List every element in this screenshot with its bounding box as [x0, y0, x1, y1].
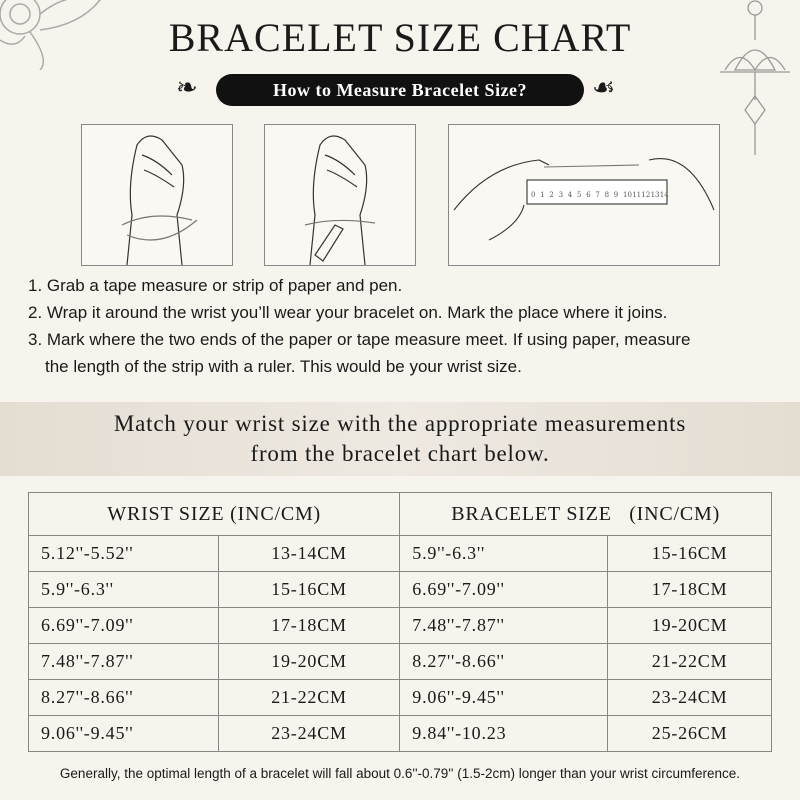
step-3: 3. Mark where the two ends of the paper … [28, 330, 691, 349]
page-title: BRACELET SIZE CHART [168, 15, 632, 60]
ruler-number: 3 [559, 191, 563, 199]
ruler-number: 6 [586, 191, 591, 199]
ruler-number: 10 [623, 191, 632, 199]
wrist-inches-cell: 5.12''-5.52'' [28, 535, 219, 572]
wrist-inches-cell: 9.06''-9.45'' [28, 715, 219, 752]
ruler-number: 14 [660, 191, 669, 199]
table-row: 5.9''-6.3'' 15-16CM 6.69''-7.09'' 17-18CM [28, 571, 772, 608]
step-1: 1. Grab a tape measure or strip of paper… [28, 276, 403, 295]
wrist-cm-cell: 15-16CM [217, 571, 401, 608]
wrist-cm-cell: 21-22CM [217, 679, 401, 716]
match-text-line-1: Match your wrist size with the appropria… [113, 411, 687, 436]
ruler-number: 0 [531, 191, 535, 199]
ruler-number: 4 [568, 191, 573, 199]
ruler-number: 2 [549, 191, 553, 199]
wrist-inches-cell: 8.27''-8.66'' [28, 679, 219, 716]
instructions-list: 1. Grab a tape measure or strip of paper… [28, 272, 690, 380]
hands-ruler-icon: 0 1 2 3 4 5 6 7 8 9 10 11 12 13 14 [453, 158, 715, 241]
bracelet-cm-cell: 23-24CM [607, 679, 772, 716]
bracelet-cm-cell: 25-26CM [607, 715, 772, 752]
ruler-number: 7 [595, 191, 599, 199]
size-table: WRIST SIZE (INC/CM) BRACELET SIZE (INC/C… [27, 492, 772, 752]
step-3-continued: the length of the strip with a ruler. Th… [45, 357, 522, 376]
table-row: 6.69''-7.09'' 17-18CM 7.48''-7.87'' 19-20CM [28, 607, 772, 644]
ruler-number: 1 [540, 191, 544, 199]
bracelet-inches-cell: 5.9''-6.3'' [399, 535, 609, 572]
illustration-mark-pen [264, 124, 416, 266]
ruler-number: 12 [641, 191, 650, 199]
match-text-line-2: from the bracelet chart below. [250, 441, 550, 466]
ruler-number: 8 [605, 191, 609, 199]
footnote: Generally, the optimal length of a brace… [59, 766, 741, 781]
hand-pen-icon [304, 135, 376, 266]
swirl-left-icon: ❧ [176, 73, 198, 103]
ruler-number: 9 [614, 191, 618, 199]
wrist-size-header: WRIST SIZE (INC/CM) [27, 492, 401, 536]
wrist-cm-cell: 19-20CM [217, 643, 401, 680]
table-header-row: WRIST SIZE (INC/CM) BRACELET SIZE (INC/C… [27, 492, 772, 536]
lotus-hanging-decoration [720, 0, 790, 155]
mandala-corner-decoration [0, 0, 101, 70]
bracelet-inches-cell: 9.84''-10.23 [399, 715, 609, 752]
hand-tape-icon [121, 135, 198, 266]
subtitle-pill: How to Measure Bracelet Size? [216, 74, 584, 106]
swirl-right-icon: ☙ [592, 73, 616, 103]
bracelet-size-header: BRACELET SIZE (INC/CM) [399, 492, 772, 536]
table-row: 8.27''-8.66'' 21-22CM 9.06''-9.45'' 23-24CM [28, 679, 772, 716]
ruler-number: 5 [577, 191, 581, 199]
table-row: 9.06''-9.45'' 23-24CM 9.84''-10.23 25-26CM [28, 715, 772, 752]
ruler-number: 11 [632, 191, 641, 199]
bracelet-cm-cell: 15-16CM [607, 535, 772, 572]
bracelet-inches-cell: 9.06''-9.45'' [399, 679, 609, 716]
wrist-inches-cell: 7.48''-7.87'' [28, 643, 219, 680]
step-2: 2. Wrap it around the wrist you’ll wear … [28, 303, 668, 322]
table-row: 7.48''-7.87'' 19-20CM 8.27''-8.66'' 21-22CM [28, 643, 772, 680]
ruler-number: 13 [651, 191, 660, 199]
bracelet-cm-cell: 21-22CM [607, 643, 772, 680]
table-row: 5.12''-5.52'' 13-14CM 5.9''-6.3'' 15-16CM [28, 535, 772, 572]
illustration-wrap-tape [81, 124, 233, 266]
wrist-inches-cell: 5.9''-6.3'' [28, 571, 219, 608]
bracelet-cm-cell: 19-20CM [607, 607, 772, 644]
ruler-numbers: 0 1 2 3 4 5 6 7 8 9 10 11 12 13 14 [531, 191, 669, 199]
illustration-ruler: 0 1 2 3 4 5 6 7 8 9 10 11 12 13 14 [448, 124, 720, 266]
bracelet-inches-cell: 6.69''-7.09'' [399, 571, 609, 608]
bracelet-inches-cell: 8.27''-8.66'' [399, 643, 609, 680]
wrist-cm-cell: 23-24CM [217, 715, 401, 752]
match-banner: Match your wrist size with the appropria… [0, 402, 800, 476]
wrist-cm-cell: 13-14CM [217, 535, 401, 572]
bracelet-inches-cell: 7.48''-7.87'' [399, 607, 609, 644]
bracelet-cm-cell: 17-18CM [607, 571, 772, 608]
wrist-inches-cell: 6.69''-7.09'' [28, 607, 219, 644]
wrist-cm-cell: 17-18CM [217, 607, 401, 644]
